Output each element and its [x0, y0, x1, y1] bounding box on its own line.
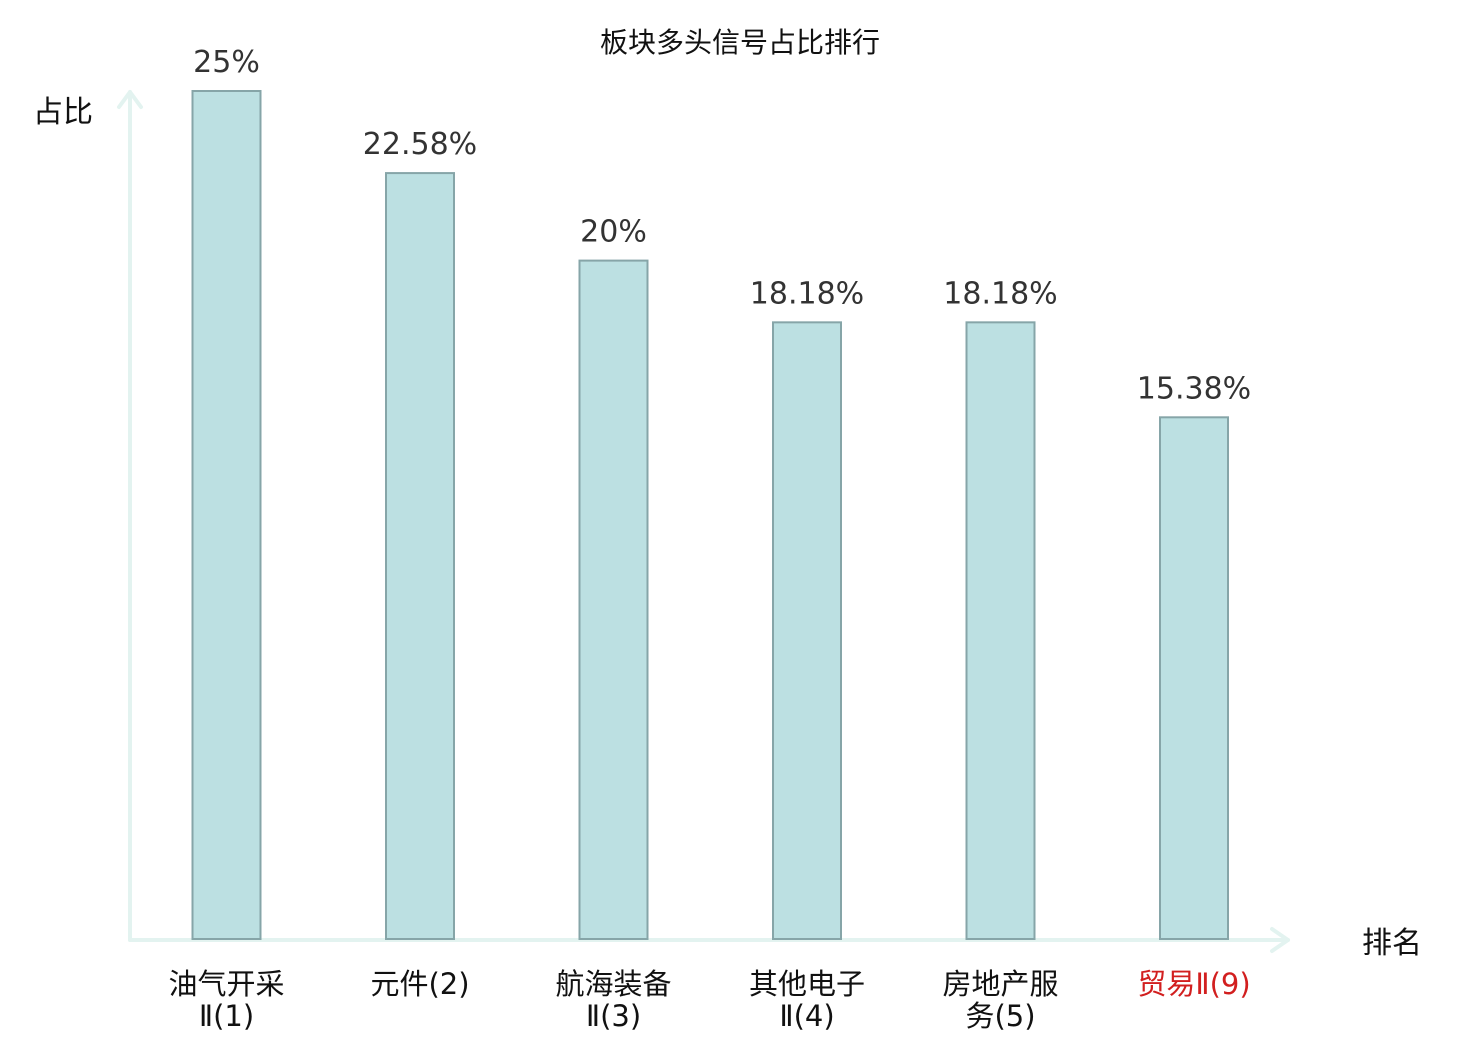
bar-value-label: 18.18%: [943, 276, 1057, 311]
bar: [191, 90, 262, 940]
bar-value-label: 25%: [193, 45, 260, 80]
category-label: 油气开采: [168, 967, 284, 1001]
category-label: 航海装备: [555, 967, 671, 1001]
category-label: 其他电子: [749, 967, 865, 1001]
category-label: 贸易Ⅱ(9): [1137, 967, 1250, 1001]
x-axis-label: 排名: [1362, 926, 1422, 961]
bar: [1159, 416, 1229, 940]
category-label: Ⅱ(3): [586, 999, 641, 1033]
bar-value-label: 18.18%: [750, 276, 864, 311]
bars-group: [191, 90, 1229, 941]
value-labels-group: 25% 22.58% 20% 18.18% 18.18% 15.38%: [193, 45, 1251, 406]
y-axis: [117, 90, 143, 942]
bar: [578, 259, 649, 941]
bar: [965, 321, 1036, 940]
bar-value-label: 20%: [580, 215, 647, 250]
x-axis: [128, 927, 1290, 953]
bar-value-label: 15.38%: [1137, 371, 1251, 406]
category-label: 务(5): [965, 999, 1035, 1033]
bar-value-label: 22.58%: [363, 127, 477, 162]
category-label: 元件(2): [370, 967, 469, 1001]
bar: [772, 321, 842, 940]
category-label: Ⅱ(4): [779, 999, 834, 1033]
category-label: 房地产服: [942, 967, 1058, 1001]
bar: [385, 172, 455, 940]
category-label: Ⅱ(1): [199, 999, 254, 1033]
y-axis-label: 占比: [33, 95, 93, 130]
chart-title: 板块多头信号占比排行: [600, 26, 880, 59]
